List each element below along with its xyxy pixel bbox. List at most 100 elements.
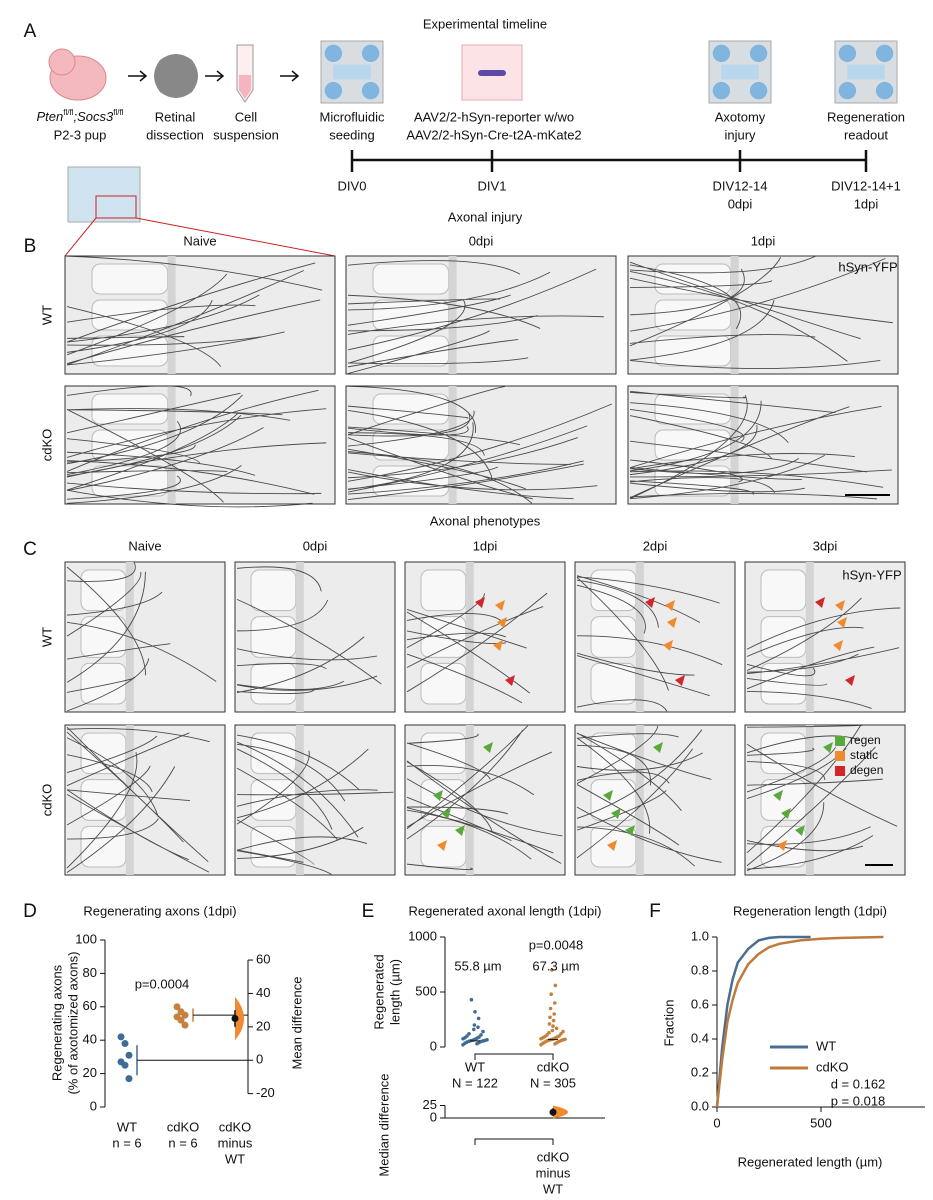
channels [721, 64, 759, 80]
well [712, 44, 731, 63]
barrier-shadow [635, 725, 644, 875]
well [838, 81, 857, 100]
y-tick-label: 0.2 [691, 1064, 709, 1079]
microchannel [91, 299, 169, 331]
x-tick-label: n = 6 [112, 1135, 141, 1150]
p-value: p=0.0004 [135, 976, 190, 991]
y-tick-label: 0.0 [691, 1098, 709, 1113]
barrier-shadow [448, 256, 457, 374]
chart-title: Regenerating axons (1dpi) [83, 903, 236, 918]
axons [746, 597, 901, 709]
arrowhead [607, 840, 617, 851]
timepoint-label: DIV12-14 [713, 178, 768, 193]
microchannel [372, 263, 450, 295]
x-tick-label: WT [225, 1151, 245, 1166]
data-point [548, 1015, 552, 1020]
bootstrap-dist [553, 1105, 568, 1119]
data-point [479, 1033, 483, 1037]
timepoint-label: DIV12-14+1 [831, 178, 901, 193]
well [749, 81, 768, 100]
axons [629, 390, 892, 500]
channels [847, 64, 885, 80]
ecdf-line [715, 935, 884, 1108]
barrier-shadow [465, 725, 474, 875]
y-tick-label: 1000 [408, 928, 437, 943]
y-axis-label: Regenerated [371, 954, 386, 1029]
row-label: WT [39, 305, 54, 325]
legend-swatch [835, 751, 845, 761]
x-tick-label: cdKO [219, 1119, 252, 1134]
data-point [553, 983, 558, 988]
step-label: dissection [146, 127, 204, 142]
step-label: Regeneration [827, 109, 905, 124]
y-axis-label: Regenerating axons [49, 964, 64, 1081]
microchannel [654, 429, 732, 461]
data-point [563, 1037, 567, 1042]
data-point [481, 1029, 485, 1034]
pup-age: P2-3 pup [54, 127, 107, 142]
axons [66, 255, 323, 367]
y2-axis-label: Mean difference [289, 977, 304, 1070]
marker-label: hSyn-YFP [842, 567, 901, 582]
bracket [474, 1053, 554, 1060]
step-label: Cell [235, 109, 258, 124]
panel-title: Experimental timeline [423, 16, 547, 31]
arrowhead [823, 742, 833, 753]
data-point [547, 1030, 551, 1035]
well [875, 44, 894, 63]
data-point [551, 1018, 556, 1023]
well [324, 44, 343, 63]
data-point [551, 1024, 555, 1028]
panel-title: Axonal injury [448, 209, 523, 224]
channels [333, 64, 371, 80]
data-point [553, 1001, 557, 1005]
x-tick-label: WT [465, 1059, 485, 1074]
y-tick-label: 500 [415, 983, 437, 998]
annotation: d = 0.162 [831, 1076, 886, 1091]
microchannel [250, 662, 297, 705]
x-tick-label: WT [543, 1181, 563, 1196]
panel-label: B [24, 236, 37, 257]
axons [66, 726, 210, 873]
axons [347, 385, 613, 504]
well [749, 44, 768, 63]
step-label: readout [844, 127, 888, 142]
barrier-shadow [805, 562, 814, 712]
data-point [476, 1016, 481, 1021]
legend-swatch [835, 736, 845, 746]
zoom-lines [64, 217, 336, 257]
y2-tick-label: 25 [423, 1097, 437, 1112]
data-point [117, 1033, 125, 1041]
arrowhead [625, 825, 635, 836]
barrier-shadow [448, 386, 457, 504]
arrowhead [603, 790, 613, 801]
x-tick-label: cdKO [167, 1119, 200, 1134]
y-tick-label: 40 [83, 1032, 97, 1047]
y-tick-label: 0.8 [691, 962, 709, 977]
arrowhead [667, 617, 677, 628]
data-point [548, 1006, 553, 1011]
genotype-part: fl/fl [63, 108, 73, 117]
axons [347, 260, 604, 374]
barrier-shadow [730, 256, 739, 374]
microchannel [760, 569, 807, 612]
x-tick-label: n = 6 [168, 1135, 197, 1150]
annotation: p = 0.018 [831, 1093, 886, 1108]
data-point [181, 1011, 189, 1019]
bootstrap-dist [235, 996, 244, 1041]
arrowhead [795, 825, 805, 836]
arrowhead [455, 825, 465, 836]
x-tick-label: WT [117, 1119, 137, 1134]
microchannel [91, 263, 169, 295]
timepoint-label: DIV0 [338, 178, 367, 193]
data-point [549, 992, 553, 996]
chart-title: Regeneration length (1dpi) [733, 903, 887, 918]
arrowhead [815, 597, 825, 608]
microchannel [80, 662, 127, 705]
y-axis-label: (% of axotomized axons) [65, 951, 80, 1094]
arrowhead [483, 742, 493, 753]
p-value: p=0.0048 [529, 937, 584, 952]
microchannel [590, 662, 637, 705]
arrowhead [653, 742, 663, 753]
x-tick-label: cdKO [537, 1059, 570, 1074]
